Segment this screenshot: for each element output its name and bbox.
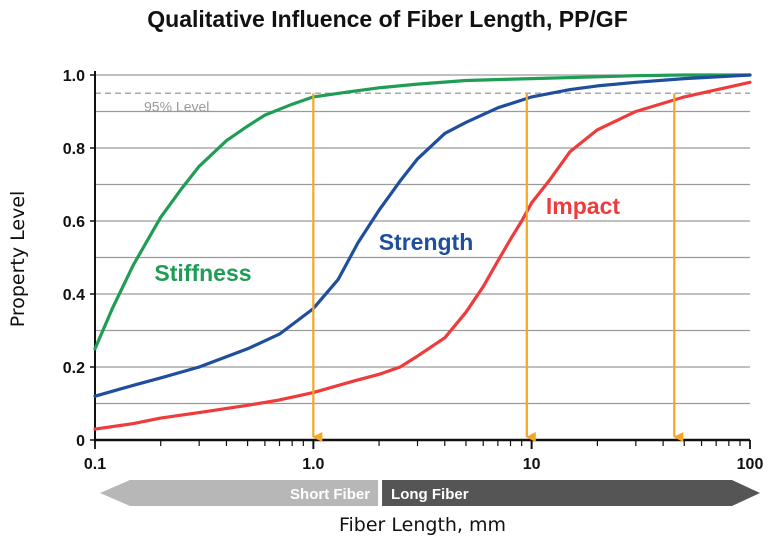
long-fiber-arrow — [382, 480, 760, 506]
series-label-impact: Impact — [546, 193, 620, 219]
long-fiber-label: Long Fiber — [391, 486, 469, 503]
y-tick-label: 0.8 — [63, 141, 85, 158]
y-tick-label: 0.2 — [63, 360, 85, 377]
series-label-strength: Strength — [379, 229, 474, 255]
series-line-impact — [93, 80, 752, 431]
y-tick-label: 1.0 — [63, 68, 85, 85]
y-tick-label: 0 — [76, 433, 85, 450]
x-axis-label: Fiber Length, mm — [338, 514, 507, 536]
x-tick-label: 1.0 — [302, 456, 324, 473]
chart-title: Qualitative Influence of Fiber Length, P… — [147, 6, 628, 32]
x-tick-label: 10 — [523, 456, 541, 473]
short-fiber-arrow — [100, 480, 379, 506]
x-tick-label: 0.1 — [84, 456, 106, 473]
series-line-stiffness — [93, 73, 752, 351]
x-tick-label: 100 — [737, 456, 764, 473]
y-tick-label: 0.4 — [63, 287, 85, 304]
reference-line-label: 95% Level — [144, 98, 209, 114]
y-tick-label: 0.6 — [63, 214, 85, 231]
series-label-stiffness: Stiffness — [154, 260, 251, 286]
short-fiber-label: Short Fiber — [290, 486, 370, 503]
series-line-strength — [93, 73, 752, 398]
